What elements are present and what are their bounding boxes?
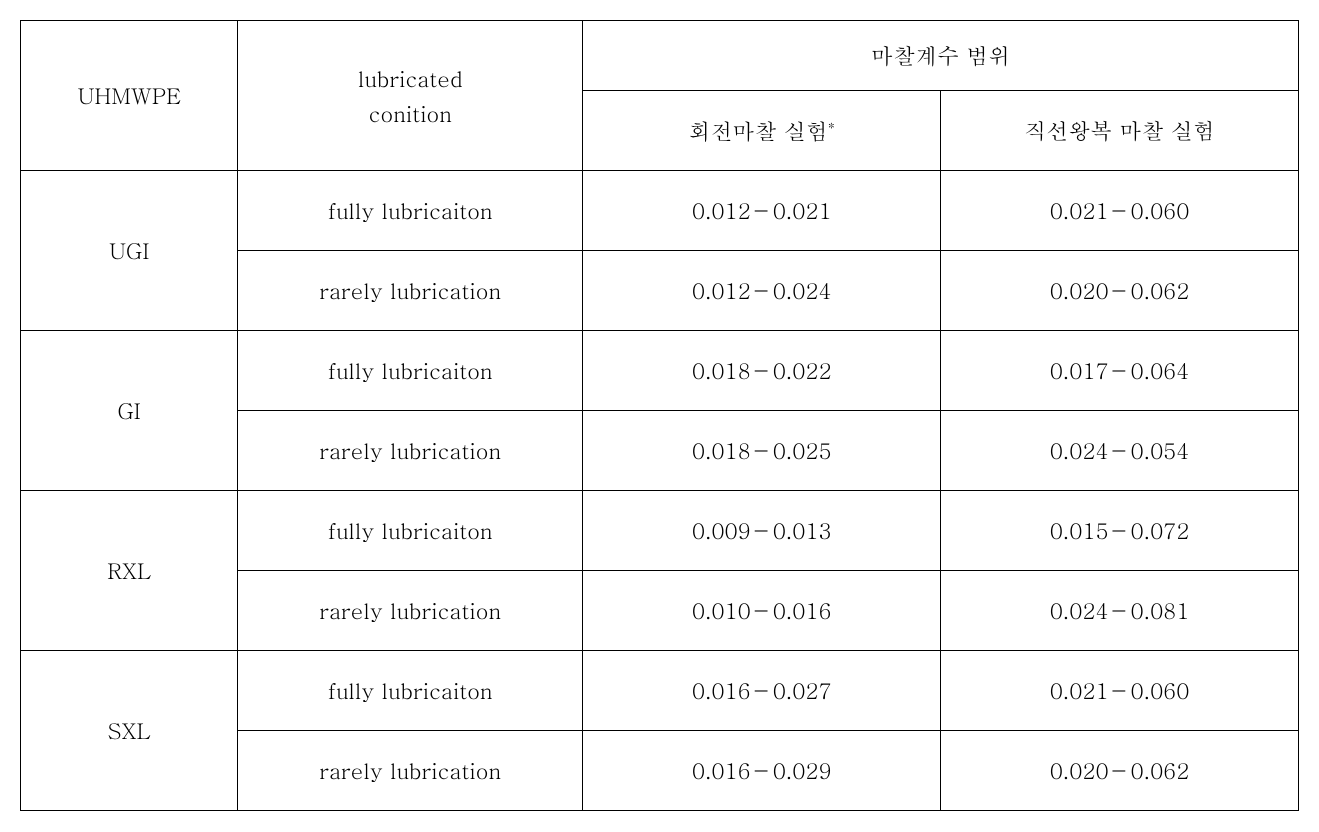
- cell-condition: fully lubricaiton: [238, 491, 583, 571]
- cell-condition: rarely lubrication: [238, 571, 583, 651]
- group-name: UGI: [21, 171, 238, 331]
- cell-exp1: 0.016－0.029: [583, 731, 941, 811]
- cell-condition: rarely lubrication: [238, 251, 583, 331]
- group-name: GI: [21, 331, 238, 491]
- cell-condition: fully lubricaiton: [238, 171, 583, 251]
- cell-exp1: 0.018－0.025: [583, 411, 941, 491]
- cell-exp2: 0.024－0.054: [941, 411, 1299, 491]
- header-condition: lubricated conition: [238, 21, 583, 171]
- cell-condition: rarely lubrication: [238, 731, 583, 811]
- cell-condition: fully lubricaiton: [238, 651, 583, 731]
- header-condition-line2: conition: [238, 98, 582, 129]
- cell-condition: fully lubricaiton: [238, 331, 583, 411]
- cell-exp2: 0.020－0.062: [941, 731, 1299, 811]
- friction-coefficient-table: UHMWPE lubricated conition 마찰계수 범위 회전마찰 …: [20, 20, 1299, 811]
- header-exp1-text: 회전마찰 실험: [689, 115, 828, 146]
- cell-exp2: 0.021－0.060: [941, 171, 1299, 251]
- header-exp1: 회전마찰 실험*: [583, 91, 941, 171]
- cell-exp1: 0.012－0.024: [583, 251, 941, 331]
- cell-condition: rarely lubrication: [238, 411, 583, 491]
- cell-exp2: 0.017－0.064: [941, 331, 1299, 411]
- cell-exp1: 0.009－0.013: [583, 491, 941, 571]
- cell-exp2: 0.024－0.081: [941, 571, 1299, 651]
- header-condition-line1: lubricated: [238, 63, 582, 94]
- cell-exp2: 0.021－0.060: [941, 651, 1299, 731]
- header-uhmwpe: UHMWPE: [21, 21, 238, 171]
- cell-exp2: 0.020－0.062: [941, 251, 1299, 331]
- cell-exp1: 0.012－0.021: [583, 171, 941, 251]
- cell-exp1: 0.010－0.016: [583, 571, 941, 651]
- header-exp2: 직선왕복 마찰 실험: [941, 91, 1299, 171]
- group-name: SXL: [21, 651, 238, 811]
- data-table: UHMWPE lubricated conition 마찰계수 범위 회전마찰 …: [20, 20, 1299, 811]
- group-name: RXL: [21, 491, 238, 651]
- header-exp1-asterisk: *: [828, 115, 835, 135]
- cell-exp1: 0.018－0.022: [583, 331, 941, 411]
- header-range-title: 마찰계수 범위: [583, 21, 1299, 91]
- cell-exp1: 0.016－0.027: [583, 651, 941, 731]
- cell-exp2: 0.015－0.072: [941, 491, 1299, 571]
